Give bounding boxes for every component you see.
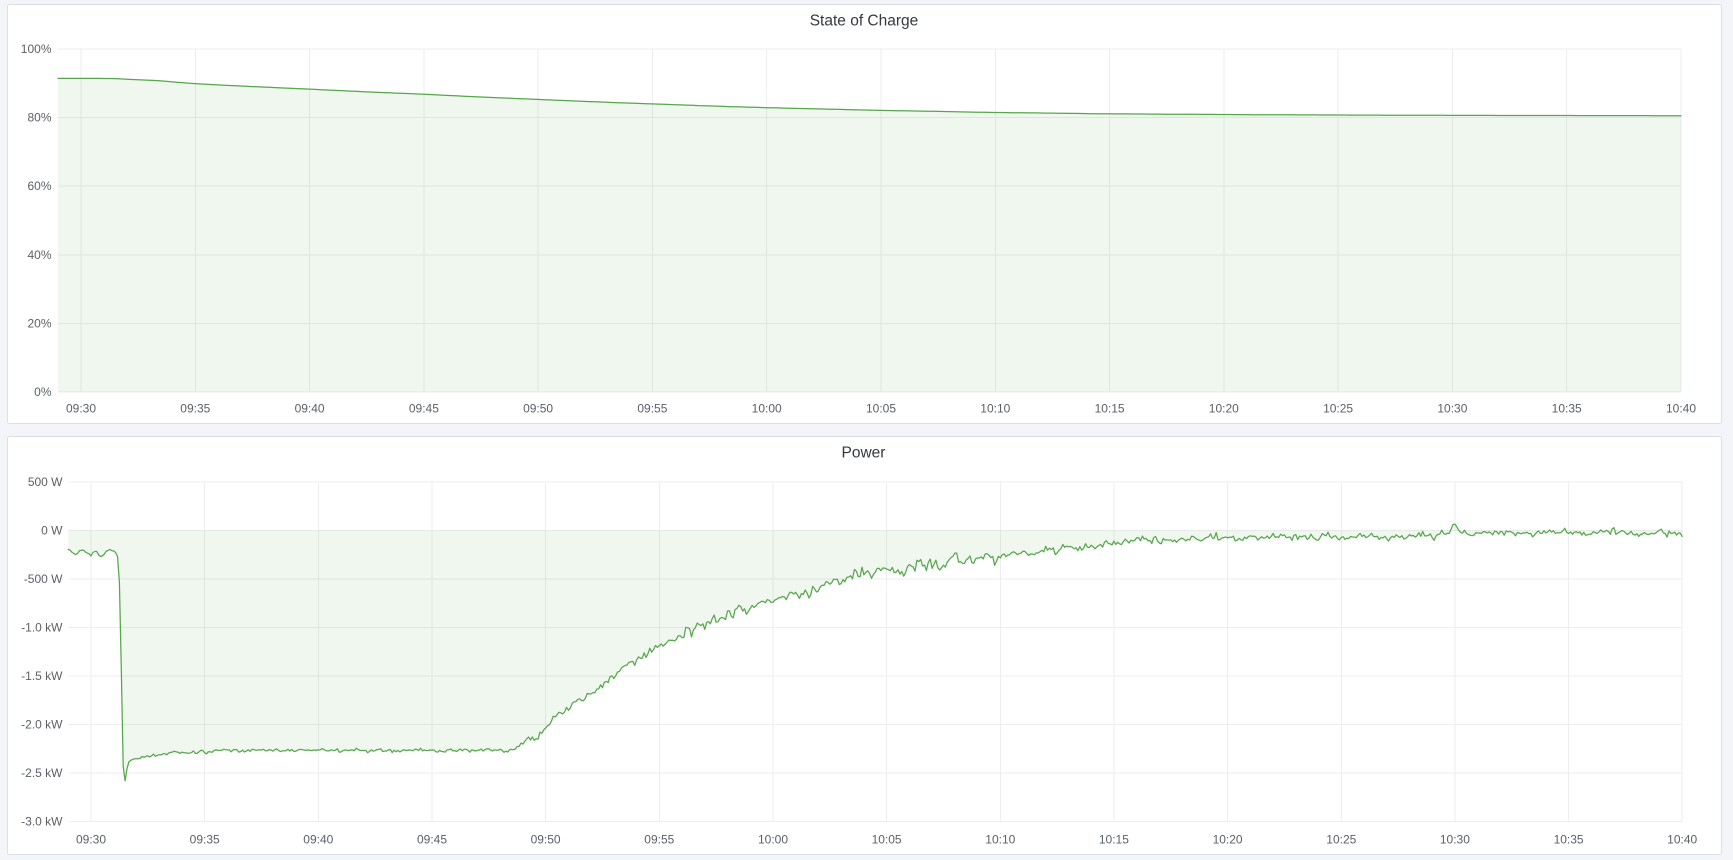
svg-text:09:55: 09:55: [644, 833, 674, 847]
svg-text:09:40: 09:40: [295, 402, 325, 416]
svg-text:09:50: 09:50: [523, 402, 553, 416]
svg-text:20%: 20%: [27, 316, 51, 330]
svg-text:-2.5 kW: -2.5 kW: [21, 766, 63, 780]
svg-text:10:05: 10:05: [866, 402, 896, 416]
svg-text:10:20: 10:20: [1209, 402, 1239, 416]
svg-text:10:15: 10:15: [1095, 402, 1125, 416]
svg-text:10:30: 10:30: [1440, 833, 1470, 847]
svg-text:10:25: 10:25: [1323, 402, 1353, 416]
svg-text:09:50: 09:50: [531, 833, 561, 847]
svg-text:0 W: 0 W: [41, 524, 63, 538]
svg-text:09:45: 09:45: [409, 402, 439, 416]
svg-text:09:35: 09:35: [190, 833, 220, 847]
svg-text:-1.0 kW: -1.0 kW: [21, 621, 63, 635]
svg-text:-3.0 kW: -3.0 kW: [21, 815, 63, 829]
svg-text:40%: 40%: [27, 248, 51, 262]
svg-text:10:25: 10:25: [1326, 833, 1356, 847]
svg-text:10:15: 10:15: [1099, 833, 1129, 847]
svg-text:10:35: 10:35: [1554, 833, 1584, 847]
svg-text:09:30: 09:30: [66, 402, 96, 416]
svg-text:10:00: 10:00: [752, 402, 782, 416]
svg-text:10:10: 10:10: [985, 833, 1015, 847]
svg-text:-1.5 kW: -1.5 kW: [21, 669, 63, 683]
svg-text:10:00: 10:00: [758, 833, 788, 847]
svg-text:500 W: 500 W: [28, 475, 63, 489]
svg-text:-500 W: -500 W: [24, 572, 63, 586]
svg-text:10:40: 10:40: [1667, 833, 1697, 847]
svg-text:10:10: 10:10: [980, 402, 1010, 416]
svg-text:10:40: 10:40: [1666, 402, 1696, 416]
svg-text:80%: 80%: [27, 111, 51, 125]
svg-text:09:45: 09:45: [417, 833, 447, 847]
svg-text:10:05: 10:05: [872, 833, 902, 847]
svg-text:10:35: 10:35: [1552, 402, 1582, 416]
svg-text:State of Charge: State of Charge: [810, 13, 919, 30]
svg-text:09:40: 09:40: [303, 833, 333, 847]
svg-text:-2.0 kW: -2.0 kW: [21, 718, 63, 732]
svg-text:10:20: 10:20: [1213, 833, 1243, 847]
svg-text:60%: 60%: [27, 179, 51, 193]
svg-text:Power: Power: [842, 444, 886, 461]
svg-text:09:30: 09:30: [76, 833, 106, 847]
svg-text:09:35: 09:35: [180, 402, 210, 416]
svg-text:100%: 100%: [21, 42, 52, 56]
svg-text:0%: 0%: [34, 385, 52, 399]
svg-text:10:30: 10:30: [1437, 402, 1467, 416]
svg-text:09:55: 09:55: [637, 402, 667, 416]
